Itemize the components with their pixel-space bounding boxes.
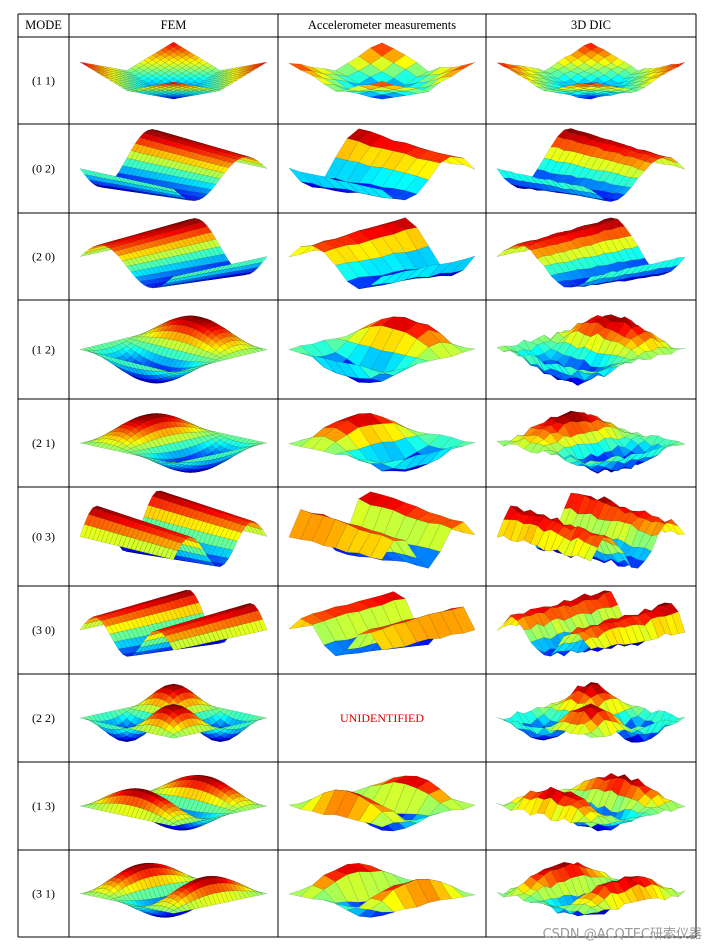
mode-shape-plot — [79, 217, 268, 289]
mode-label: (3 1) — [32, 887, 55, 901]
table-row: (1 3) — [32, 772, 686, 832]
unidentified-label: UNIDENTIFIED — [340, 711, 424, 725]
column-header: Accelerometer measurements — [308, 18, 456, 32]
mode-shape-plot — [79, 589, 268, 657]
mode-shape-plot — [288, 316, 476, 383]
mode-shape-plot — [79, 490, 268, 568]
mode-shape-plot — [288, 863, 476, 918]
table-grid-lines — [17, 13, 697, 938]
table-row: (2 1) — [32, 410, 686, 474]
mode-shape-plot — [496, 314, 686, 386]
mode-shape-plot — [496, 772, 686, 832]
table-header: MODE FEM Accelerometer measurements 3D DIC — [25, 18, 611, 32]
mode-shape-plot — [496, 682, 686, 743]
mode-shape-plot — [496, 492, 686, 569]
mode-label: (2 2) — [32, 711, 55, 725]
mode-shape-plot: UNIDENTIFIED — [340, 711, 424, 725]
mode-label: (3 0) — [32, 623, 55, 637]
mode-shape-plot — [496, 217, 686, 288]
mode-shape-plot — [288, 413, 476, 472]
mode-shape-plot — [288, 128, 476, 201]
mode-shape-plot — [79, 315, 268, 384]
mode-shape-plot — [288, 42, 476, 100]
mode-shape-plot — [79, 128, 268, 202]
mode-label: (2 0) — [32, 250, 55, 264]
mode-label: (1 2) — [32, 343, 55, 357]
mode-shape-plot — [79, 41, 268, 100]
table-row: (0 2) — [32, 128, 686, 202]
mode-shape-plot — [496, 42, 686, 100]
table-row: (3 0) — [32, 589, 686, 657]
table-row: (0 3) — [32, 490, 686, 569]
mode-shape-plot — [79, 683, 268, 743]
table-row: (1 2) — [32, 314, 686, 386]
table-row: (2 0) — [32, 217, 686, 290]
mode-shape-plot — [79, 774, 268, 831]
mode-label: (2 1) — [32, 436, 55, 450]
mode-shape-plot — [496, 861, 686, 917]
mode-shape-plot — [79, 862, 268, 918]
mode-shape-plot — [288, 591, 476, 657]
table-row: (1 1) — [32, 41, 686, 100]
mode-label: (1 1) — [32, 74, 55, 88]
mode-shape-plot — [288, 217, 476, 290]
mode-shape-plot — [496, 410, 686, 474]
mode-label: (0 2) — [32, 162, 55, 176]
watermark: CSDN @ACQTEC研索仪器 — [542, 927, 702, 942]
mode-header: MODE — [25, 18, 62, 32]
table-row: (3 1) — [32, 861, 686, 918]
mode-shape-plot — [288, 775, 476, 832]
column-header: 3D DIC — [571, 18, 611, 32]
mode-label: (0 3) — [32, 530, 55, 544]
mode-shape-plot — [79, 413, 268, 473]
mode-shape-plot — [496, 590, 686, 657]
mode-shape-plot — [496, 128, 686, 202]
mode-shape-plot — [288, 491, 476, 569]
table-row: (2 2) UNIDENTIFIED — [32, 682, 686, 743]
mode-label: (1 3) — [32, 799, 55, 813]
column-header: FEM — [161, 18, 187, 32]
